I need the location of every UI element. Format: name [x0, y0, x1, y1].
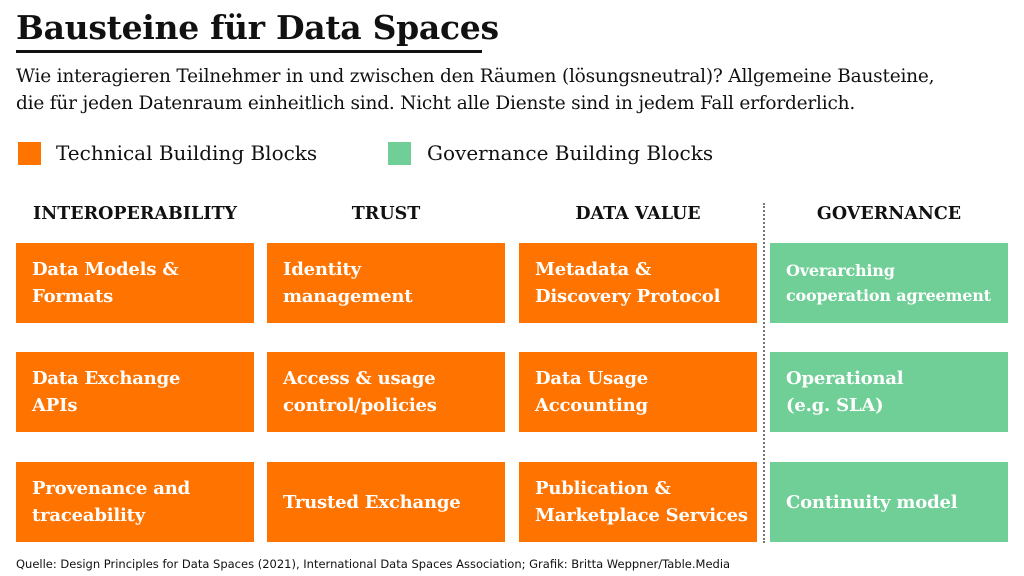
- block-label-line: (e.g. SLA): [786, 395, 884, 416]
- building-block: Publication & Marketplace Services: [519, 462, 757, 542]
- block-label-line: Marketplace Services: [535, 505, 748, 526]
- legend-label: Technical Building Blocks: [56, 141, 318, 165]
- legend-swatch: [388, 142, 411, 165]
- block-label-line: cooperation agreement: [786, 286, 991, 305]
- title: Bausteine für Data Spaces: [16, 8, 499, 47]
- block-label-line: Identity: [283, 259, 361, 280]
- block-label-line: Data Models &: [32, 259, 179, 280]
- block-label-line: Trusted Exchange: [283, 491, 461, 513]
- divider: [763, 203, 765, 543]
- block-label-line: Publication &: [535, 478, 671, 499]
- column-header: INTEROPERABILITY: [33, 204, 237, 224]
- building-block: Overarching cooperation agreement: [770, 243, 1008, 323]
- building-block: Continuity model: [770, 462, 1008, 542]
- building-block: Trusted Exchange: [267, 462, 505, 542]
- column-header: TRUST: [351, 204, 421, 224]
- subtitle-line: Wie interagieren Teilnehmer in und zwisc…: [16, 66, 935, 87]
- block-label-line: Overarching: [786, 261, 895, 280]
- column-header: DATA VALUE: [575, 204, 701, 224]
- block-label-line: Provenance and: [32, 478, 190, 499]
- building-block: Access & usage control/policies: [267, 352, 505, 432]
- block-label-line: Formats: [32, 286, 114, 307]
- block-label-line: Access & usage: [283, 368, 436, 389]
- building-block: Metadata & Discovery Protocol: [519, 243, 757, 323]
- block-label-line: Operational: [786, 368, 904, 389]
- building-block: Data Models & Formats: [16, 243, 254, 323]
- building-block: Operational (e.g. SLA): [770, 352, 1008, 432]
- legend-swatch: [18, 142, 41, 165]
- block-label-line: Accounting: [535, 395, 648, 416]
- block-label-line: traceability: [32, 505, 146, 526]
- block-label-line: Data Usage: [535, 368, 649, 389]
- block-label-line: APIs: [32, 395, 78, 416]
- block-label-line: Metadata &: [535, 259, 652, 280]
- block-label-line: management: [283, 286, 413, 307]
- building-block: Data Exchange APIs: [16, 352, 254, 432]
- block-label-line: control/policies: [283, 395, 437, 416]
- building-block: Provenance and traceability: [16, 462, 254, 542]
- building-block: Identity management: [267, 243, 505, 323]
- source: Quelle: Design Principles for Data Space…: [16, 557, 731, 571]
- subtitle-line: die für jeden Datenraum einheitlich sind…: [16, 93, 856, 114]
- block-label-line: Continuity model: [786, 491, 958, 513]
- block-label-line: Data Exchange: [32, 368, 181, 389]
- building-block: Data Usage Accounting: [519, 352, 757, 432]
- column-header: GOVERNANCE: [816, 204, 962, 224]
- legend-label: Governance Building Blocks: [427, 141, 714, 165]
- title-underline: [16, 50, 482, 53]
- block-label-line: Discovery Protocol: [535, 286, 721, 307]
